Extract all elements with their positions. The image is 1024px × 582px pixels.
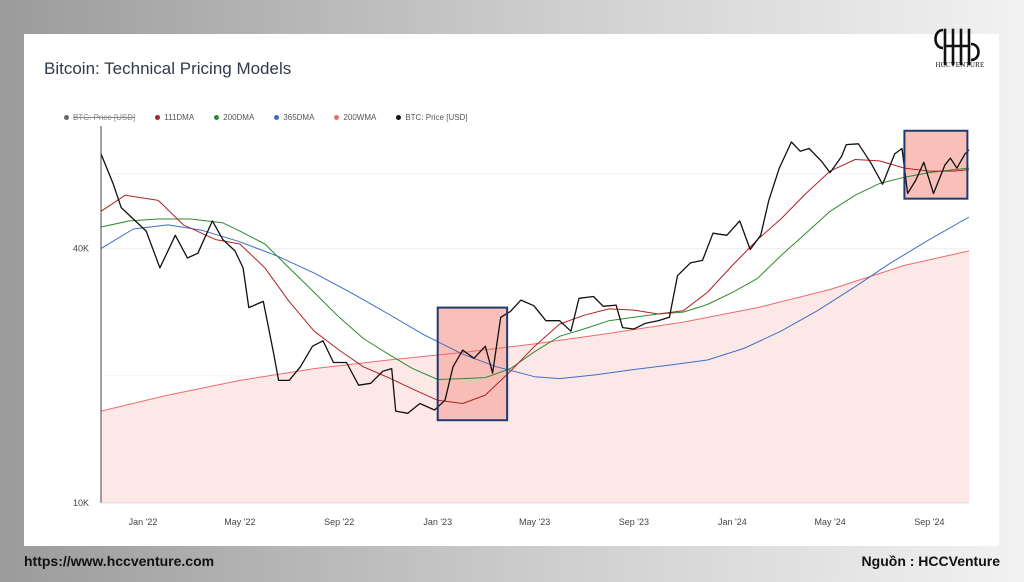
footer-website-link[interactable]: https://www.hccventure.com bbox=[24, 553, 215, 569]
y-tick-label: 10K bbox=[73, 498, 89, 508]
x-tick-label: May '22 bbox=[224, 517, 255, 527]
legend-label: 200DMA bbox=[223, 112, 255, 122]
legend-dot-icon bbox=[274, 114, 280, 120]
chart-legend: BTC: Price [USD] 111DMA 200DMA 365DMA 200WMA… bbox=[64, 110, 468, 124]
legend-dot-icon bbox=[64, 114, 69, 120]
legend-item[interactable]: BTC: Price [USD] bbox=[396, 110, 468, 124]
chart-title: Bitcoin: Technical Pricing Models bbox=[44, 59, 292, 78]
x-tick-label: Jan '24 bbox=[718, 517, 747, 527]
chart-plot: 10K 40K Jan '22 May '22 Sep '22 Jan '23 May '2… bbox=[73, 126, 970, 527]
x-tick-label: Jan '22 bbox=[129, 517, 158, 527]
x-tick-label: Sep '24 bbox=[914, 517, 944, 527]
y-tick-label: 40K bbox=[73, 244, 89, 254]
365dma-line bbox=[100, 216, 970, 380]
highlight-border-2 bbox=[903, 129, 969, 200]
200wma-line bbox=[100, 250, 970, 412]
legend-dot-icon bbox=[214, 114, 220, 120]
legend-dot-icon bbox=[396, 114, 402, 120]
legend-label: 365DMA bbox=[283, 112, 315, 122]
legend-label: 111DMA bbox=[164, 112, 195, 122]
x-tick-label: Jan '23 bbox=[423, 517, 452, 527]
brand-name: HCCVENTURE bbox=[935, 61, 985, 69]
footer-source-label: Nguồn : HCCVenture bbox=[861, 553, 1000, 569]
btc-price-line bbox=[100, 141, 970, 414]
legend-label: BTC: Price [USD] bbox=[73, 112, 136, 122]
legend-item[interactable]: BTC: Price [USD] bbox=[64, 110, 135, 124]
x-tick-label: Sep '22 bbox=[324, 517, 354, 527]
hccventure-logo-icon bbox=[934, 28, 980, 66]
x-tick-label: Sep '23 bbox=[619, 517, 649, 527]
legend-dot-icon bbox=[334, 114, 340, 120]
x-tick-label: May '24 bbox=[815, 517, 846, 527]
legend-label: 200WMA bbox=[343, 112, 377, 122]
legend-item[interactable]: 200WMA bbox=[334, 110, 376, 124]
x-tick-label: May '23 bbox=[519, 517, 550, 527]
legend-item[interactable]: 200DMA bbox=[214, 110, 254, 124]
chart-card: 10K 40K Jan '22 May '22 Sep '22 Jan '23 May '2… bbox=[24, 28, 999, 546]
highlight-border-1 bbox=[436, 306, 509, 422]
legend-dot-icon bbox=[155, 114, 161, 120]
111dma-line bbox=[100, 159, 970, 404]
highlight-box-1 bbox=[437, 307, 508, 421]
legend-item[interactable]: 111DMA bbox=[155, 110, 194, 124]
200dma-line bbox=[100, 167, 970, 380]
legend-item[interactable]: 365DMA bbox=[274, 110, 314, 124]
legend-label: BTC: Price [USD] bbox=[405, 112, 468, 122]
